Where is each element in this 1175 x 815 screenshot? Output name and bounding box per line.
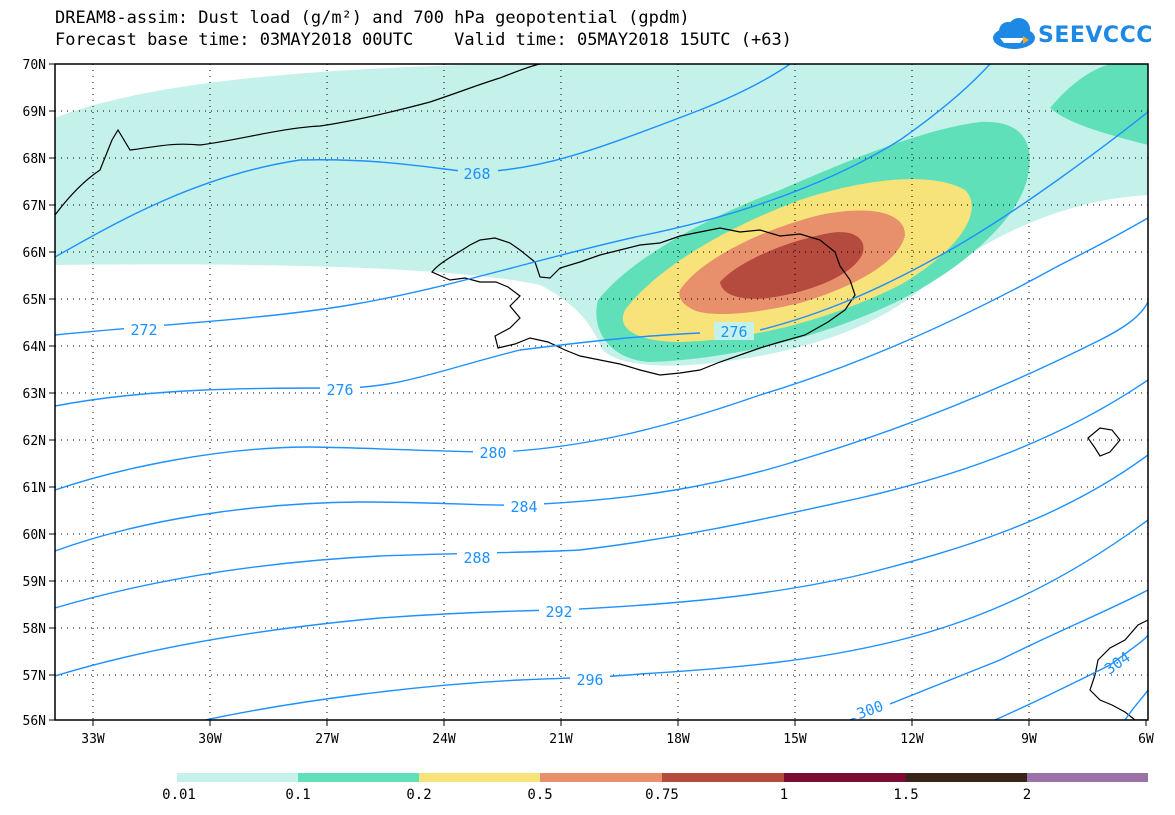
lon-label: 21W	[549, 732, 573, 747]
contour-276-east	[759, 111, 1148, 331]
lat-label: 59N	[23, 575, 46, 590]
seevccc-logo: SEEVCCC	[990, 17, 1160, 57]
axis-ticks	[49, 63, 1147, 726]
contour-label: 296	[576, 671, 603, 689]
colorbar-label: 0.01	[162, 787, 196, 803]
lat-label: 56N	[23, 714, 46, 729]
greenland-coast	[55, 64, 541, 216]
lat-label: 62N	[23, 434, 46, 449]
colorbar-swatch	[540, 773, 662, 782]
map-frame	[54, 63, 1149, 721]
lat-label: 61N	[23, 481, 46, 496]
lat-label: 58N	[23, 622, 46, 637]
lat-label: 57N	[23, 669, 46, 684]
contour-284	[55, 301, 1148, 552]
longitude-labels: 33W 30W 27W 24W 21W 18W 15W 12W 9W 6W	[81, 732, 1154, 747]
contour-labels: 268 272 276 276 280 284 288 292 296 300 …	[124, 164, 1134, 723]
colorbar-swatch	[1027, 773, 1148, 782]
coastlines	[55, 64, 1148, 720]
faroe-islands	[1087, 427, 1121, 457]
cloud-icon	[993, 18, 1035, 49]
lon-label: 27W	[315, 732, 339, 747]
contour-label: 288	[463, 549, 490, 567]
lat-label: 70N	[23, 58, 46, 73]
lat-label: 65N	[23, 293, 46, 308]
colorbar-swatch	[177, 773, 298, 782]
lon-label: 33W	[81, 732, 105, 747]
colorbar-swatch	[419, 773, 540, 782]
lat-label: 69N	[23, 105, 46, 120]
latitude-labels: 70N 69N 68N 67N 66N 65N 64N 63N 62N 61N …	[23, 58, 46, 729]
colorbar-label: 2	[1022, 787, 1032, 803]
colorbar-label: 1	[779, 787, 789, 803]
colorbar-label: 0.5	[527, 787, 553, 803]
colorbar-label: 0.1	[285, 787, 311, 803]
contour-label: 268	[463, 165, 490, 183]
contour-308	[1124, 689, 1148, 720]
contour-296	[204, 519, 1148, 720]
colorbar-label: 1.5	[893, 787, 919, 803]
lon-label: 6W	[1138, 732, 1154, 747]
colorbar-label: 0.75	[645, 787, 679, 803]
lon-label: 12W	[900, 732, 924, 747]
contour-292	[55, 454, 1148, 677]
map-subtitle: Forecast base time: 03MAY2018 00UTC Vali…	[55, 30, 792, 50]
contour-280	[55, 217, 1148, 491]
contour-288	[55, 379, 1148, 609]
lat-label: 64N	[23, 340, 46, 355]
contour-304	[994, 634, 1148, 720]
contour-label: 284	[510, 498, 537, 516]
lat-label: 66N	[23, 246, 46, 261]
lon-label: 9W	[1021, 732, 1037, 747]
dust-shading	[55, 64, 1148, 366]
logo-text: SEEVCCC	[1038, 23, 1153, 48]
contour-label: 276	[326, 381, 353, 399]
lon-label: 18W	[666, 732, 690, 747]
map-title: DREAM8-assim: Dust load (g/m²) and 700 h…	[55, 8, 690, 28]
contour-272	[55, 64, 991, 336]
lon-label: 24W	[432, 732, 456, 747]
colorbar-swatch	[298, 773, 419, 782]
contour-276-west	[55, 332, 701, 407]
contour-label: 276	[720, 323, 747, 341]
contour-300	[849, 589, 1148, 720]
colorbar-swatch	[906, 773, 1027, 782]
geopotential-contours	[55, 64, 1148, 720]
lat-label: 60N	[23, 528, 46, 543]
contour-label: 292	[545, 603, 572, 621]
lat-label: 68N	[23, 152, 46, 167]
iceland-coast	[431, 227, 856, 376]
lat-label: 63N	[23, 387, 46, 402]
colorbar	[177, 773, 1148, 782]
colorbar-swatch	[662, 773, 784, 782]
scotland-coast	[1089, 619, 1148, 720]
colorbar-swatch	[784, 773, 906, 782]
contour-label: 280	[479, 444, 506, 462]
lat-label: 67N	[23, 199, 46, 214]
contour-label: 272	[130, 321, 157, 339]
colorbar-label: 0.2	[406, 787, 432, 803]
lon-label: 15W	[783, 732, 807, 747]
lon-label: 30W	[198, 732, 222, 747]
